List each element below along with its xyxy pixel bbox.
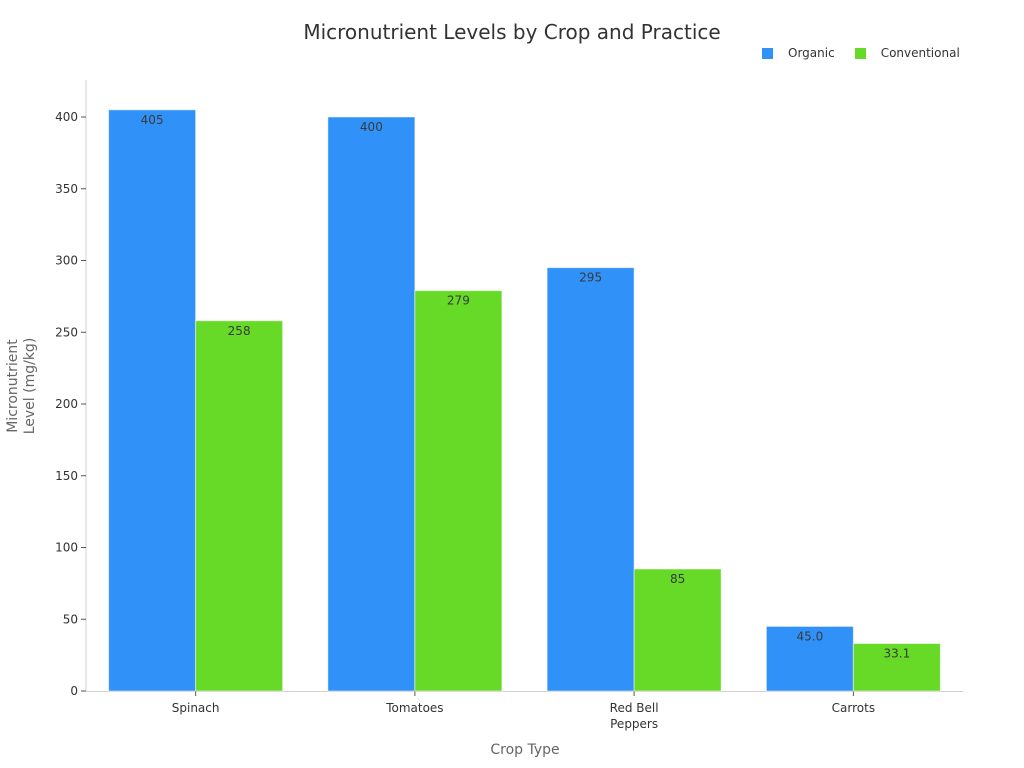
x-tick-label: Tomatoes — [385, 701, 443, 715]
x-tick-label: Red Bell — [610, 701, 659, 715]
bar-organic-carrots[interactable] — [765, 625, 854, 692]
bar-conventional-spinach[interactable] — [195, 320, 284, 692]
bar-conventional-red-bell-peppers[interactable] — [633, 568, 722, 692]
bar-value-label: 279 — [447, 294, 470, 308]
legend-label-organic: Organic — [788, 46, 835, 60]
legend-label-conventional: Conventional — [880, 46, 960, 60]
bars: 405 258 400 279 295 85 45.0 33.1 — [108, 109, 941, 692]
legend-item-conventional[interactable]: Conventional — [854, 46, 960, 60]
chart-title: Micronutrient Levels by Crop and Practic… — [303, 20, 721, 44]
bar-value-label: 85 — [670, 572, 685, 586]
x-axis-title: Crop Type — [490, 742, 560, 758]
bar-conventional-tomatoes[interactable] — [414, 290, 503, 692]
legend-swatch-organic — [762, 47, 773, 59]
y-tick-label: 150 — [55, 469, 78, 483]
bar-value-label: 400 — [360, 120, 383, 134]
y-tick-label: 350 — [55, 182, 78, 196]
bar-organic-tomatoes[interactable] — [327, 116, 416, 692]
y-tick-label: 50 — [63, 612, 78, 626]
bar-value-label: 295 — [579, 271, 602, 285]
y-tick-label: 400 — [55, 110, 78, 124]
bar-organic-red-bell-peppers[interactable] — [546, 267, 635, 692]
x-tick-label: Carrots — [832, 701, 875, 715]
y-tick-label: 300 — [55, 254, 78, 268]
bar-value-label: 405 — [141, 113, 164, 127]
y-tick-label: 200 — [55, 397, 78, 411]
legend-item-organic[interactable]: Organic — [762, 46, 835, 60]
bar-value-label: 33.1 — [884, 647, 911, 661]
bar-organic-spinach[interactable] — [108, 109, 197, 692]
bar-conventional-carrots[interactable] — [852, 643, 941, 692]
legend-swatch-conventional — [854, 47, 866, 59]
x-tick-label: Peppers — [610, 717, 658, 731]
bar-value-label: 45.0 — [797, 629, 824, 643]
bar-value-label: 258 — [228, 324, 251, 338]
x-tick-label: Spinach — [172, 701, 220, 715]
y-tick-label: 250 — [55, 325, 78, 339]
y-tick-label: 0 — [70, 684, 78, 698]
chart-legend: Organic Conventional — [762, 46, 960, 60]
y-tick-label: 100 — [55, 541, 78, 555]
